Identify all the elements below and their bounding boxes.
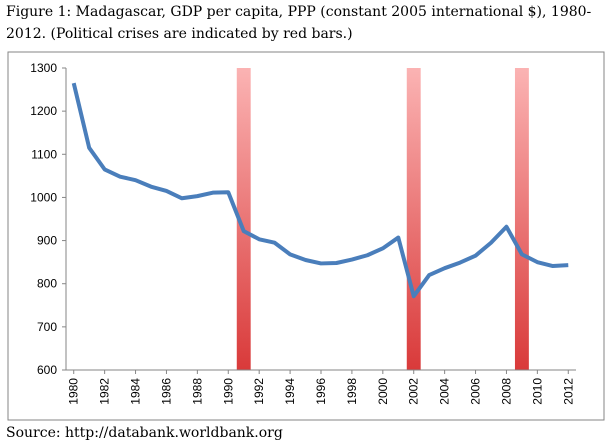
source-note: Source: http://databank.worldbank.org (6, 425, 283, 441)
crisis-bar (406, 68, 421, 370)
x-tick-label: 1994 (283, 378, 297, 405)
x-tick-label: 2002 (407, 378, 421, 405)
chart-title: Figure 1: Madagascar, GDP per capita, PP… (6, 4, 592, 20)
y-tick-label: 900 (37, 234, 57, 248)
x-tick-label: 1982 (98, 378, 112, 405)
crisis-bar (236, 68, 251, 370)
x-tick-label: 1980 (67, 378, 81, 405)
x-tick-label: 2000 (376, 378, 390, 405)
x-tick-label: 2004 (438, 378, 452, 405)
y-tick-label: 1200 (30, 104, 57, 118)
x-tick-label: 1986 (159, 378, 173, 405)
y-tick-label: 1300 (30, 61, 57, 75)
x-tick-label: 2010 (530, 378, 544, 405)
y-tick-label: 700 (37, 320, 57, 334)
x-tick-label: 1984 (129, 378, 143, 405)
x-tick-label: 1996 (314, 378, 328, 405)
x-tick-label: 2012 (561, 378, 575, 405)
y-tick-label: 800 (37, 277, 57, 291)
crisis-bar (514, 68, 529, 370)
x-tick-label: 1998 (345, 378, 359, 405)
chart-frame (7, 51, 605, 421)
y-tick-label: 1000 (30, 190, 57, 204)
chart-title: 2012. (Political crises are indicated by… (6, 26, 353, 42)
x-tick-label: 1992 (252, 378, 266, 405)
x-tick-label: 1990 (221, 378, 235, 405)
x-tick-label: 2006 (469, 378, 483, 405)
data-line (71, 82, 569, 299)
y-tick-label: 1100 (31, 147, 57, 161)
x-tick-label: 2008 (499, 378, 513, 405)
x-tick-label: 1988 (190, 378, 204, 405)
y-tick-label: 600 (37, 363, 57, 377)
